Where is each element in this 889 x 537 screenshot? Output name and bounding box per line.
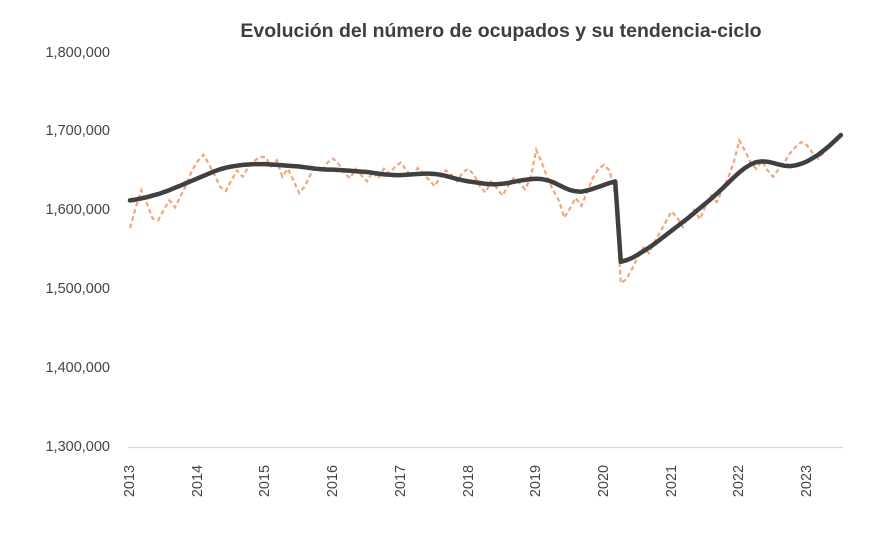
y-tick-label: 1,300,000 <box>45 438 110 455</box>
x-tick-label: 2020 <box>595 464 612 498</box>
y-tick-label: 1,600,000 <box>45 202 110 219</box>
y-tick-label: 1,800,000 <box>45 44 110 61</box>
trend-cycle-series-line <box>127 132 844 265</box>
x-tick-label: 2015 <box>257 464 274 498</box>
x-tick-label: 2023 <box>799 464 815 498</box>
ocupados-series-line <box>128 132 842 286</box>
x-tick-label: 2017 <box>392 464 409 498</box>
chart-title: Evolución del número de ocupados y su te… <box>240 20 762 42</box>
x-tick-label: 2018 <box>460 464 477 498</box>
y-tick-label: 1,400,000 <box>45 359 110 376</box>
x-tick-label: 2014 <box>189 464 206 498</box>
x-tick-label: 2019 <box>528 464 545 498</box>
x-tick-label: 2016 <box>325 464 342 498</box>
x-tick-label: 2013 <box>122 464 138 498</box>
x-tick-label: 2022 <box>731 464 748 498</box>
y-tick-label: 1,500,000 <box>45 280 110 297</box>
x-tick-label: 2021 <box>663 464 680 498</box>
y-tick-label: 1,700,000 <box>45 123 110 140</box>
